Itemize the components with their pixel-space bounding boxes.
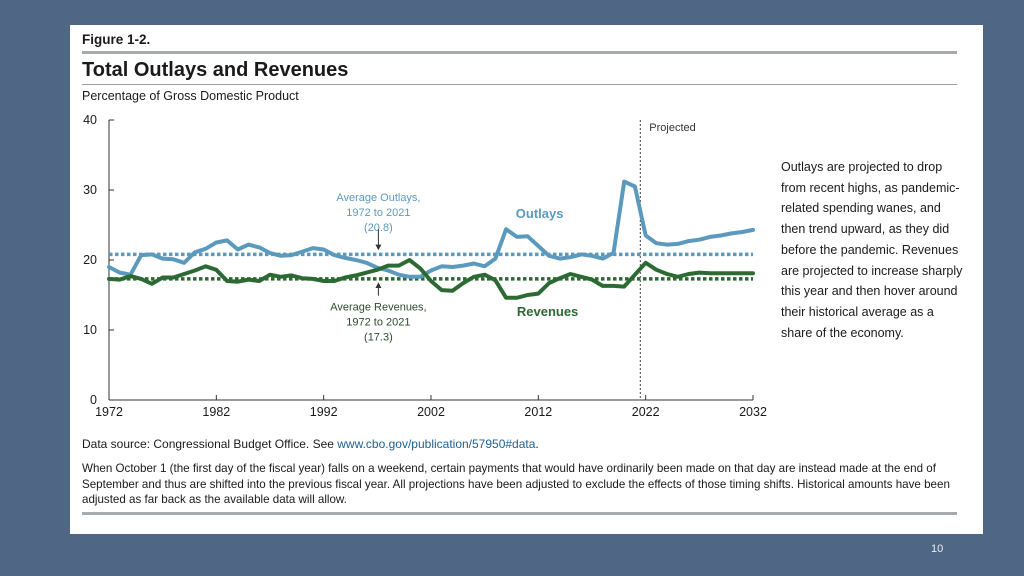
average-outlays-label: Average Outlays, (336, 192, 420, 204)
outlays-series-line (107, 179, 755, 279)
y-tick-label: 10 (83, 323, 97, 337)
page-number: 10 (931, 543, 944, 555)
average-revenues-label: (17.3) (364, 331, 393, 343)
average-revenues-label: Average Revenues, (330, 301, 426, 313)
data-source: Data source: Congressional Budget Office… (82, 437, 539, 451)
figure-subtitle: Percentage of Gross Domestic Product (82, 89, 299, 103)
average-outlays-label: (20.8) (364, 222, 393, 234)
average-outlays-label: 1972 to 2021 (346, 207, 410, 219)
line-chart: 0 10 20 30 40 1972 1982 1992 2002 2012 2022 2032 Pro… (83, 113, 767, 419)
data-source-prefix: Data source: Congressional Budget Office… (82, 437, 338, 451)
average-outlays-arrowhead (375, 244, 382, 251)
revenues-series-label: Revenues (517, 304, 578, 319)
figure-number: Figure 1-2. (82, 32, 151, 47)
bottom-rule (82, 512, 957, 515)
x-tick-label: 1992 (310, 405, 338, 419)
x-tick-label: 1982 (202, 405, 230, 419)
y-tick-label: 20 (83, 253, 97, 267)
average-revenues-arrowhead (375, 282, 382, 288)
title-rule-bottom (82, 84, 957, 85)
footnote: When October 1 (the first day of the fis… (82, 462, 950, 506)
x-tick-label: 2012 (524, 405, 552, 419)
slide-card: Figure 1-2. Total Outlays and Revenues P… (70, 25, 983, 534)
y-tick-label: 30 (83, 183, 97, 197)
chart-note: Outlays are projected to drop from recen… (781, 160, 963, 340)
y-tick-label: 0 (90, 393, 97, 407)
data-source-link[interactable]: www.cbo.gov/publication/57950#data (337, 437, 536, 451)
x-tick-label: 2032 (739, 405, 767, 419)
outlays-series-label: Outlays (516, 206, 564, 221)
y-tick-label: 40 (83, 113, 97, 127)
x-tick-label: 2002 (417, 405, 445, 419)
x-tick-label: 2022 (632, 405, 660, 419)
revenues-series-line (107, 258, 755, 300)
x-tick-label: 1972 (95, 405, 123, 419)
data-source-suffix: . (535, 437, 539, 451)
figure-title: Total Outlays and Revenues (82, 59, 349, 81)
projected-label: Projected (649, 122, 695, 134)
average-revenues-label: 1972 to 2021 (346, 316, 410, 328)
title-rule-top (82, 51, 957, 54)
